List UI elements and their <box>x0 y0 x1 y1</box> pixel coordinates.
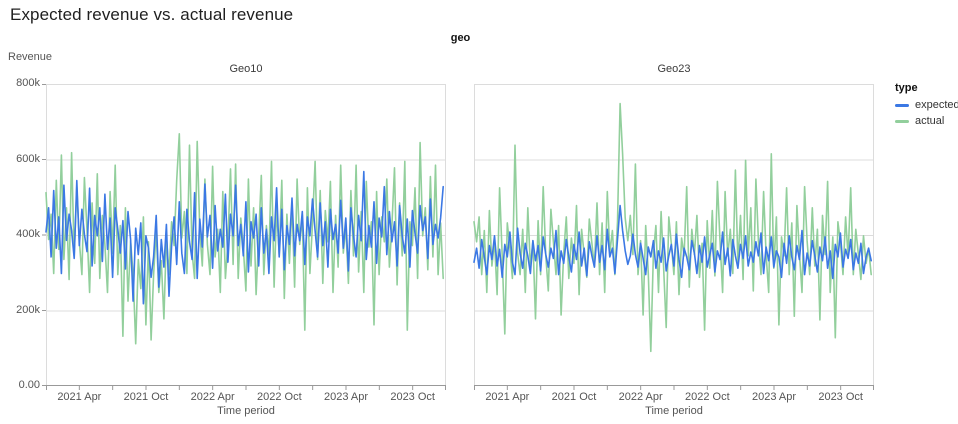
chart-title: Expected revenue vs. actual revenue <box>10 5 294 24</box>
x-tick-label: 2022 Oct <box>257 391 302 403</box>
y-tick-label: 200k <box>16 303 40 316</box>
x-axis-title-geo10: Time period <box>217 405 275 417</box>
y-axis-title: Revenue <box>8 51 53 63</box>
x-tick-label: 2021 Oct <box>551 391 597 403</box>
y-tick-label: 400k <box>16 228 40 240</box>
y-tick-label: 600k <box>16 152 40 165</box>
y-axis-tick-labels: 800k 600k 400k 200k 0.00 <box>0 77 40 391</box>
x-tick-label: 2021 Oct <box>123 391 169 403</box>
legend-label-expected: expected <box>915 99 958 111</box>
facet-header-label: geo <box>450 32 471 44</box>
legend: type expected actual <box>895 82 958 131</box>
x-tick-label: 2021 Apr <box>57 391 102 403</box>
y-tick-label: 0.00 <box>18 379 40 391</box>
panel-title-geo23: Geo23 <box>657 63 691 75</box>
line-chart-panel-geo10 <box>42 84 446 390</box>
x-axis-title-geo23: Time period <box>645 405 703 417</box>
expected-line-swatch-icon <box>895 103 909 107</box>
x-tick-label: 2022 Apr <box>190 391 235 403</box>
panel-title-geo10: Geo10 <box>229 63 263 75</box>
x-axis-tick-labels-geo10: 2021 Apr 2021 Oct 2022 Apr 2022 Oct 2023 Apr… <box>46 391 446 404</box>
x-tick-label: 2022 Oct <box>685 391 730 403</box>
x-tick-label: 2023 Oct <box>390 391 435 403</box>
actual-line-swatch-icon <box>895 119 909 123</box>
x-tick-label: 2023 Apr <box>751 391 797 403</box>
legend-item-actual: actual <box>895 115 957 127</box>
x-tick-label: 2022 Apr <box>618 391 663 403</box>
x-tick-label: 2021 Apr <box>485 391 530 403</box>
line-chart-panel-geo23 <box>473 84 874 390</box>
legend-item-expected: expected <box>895 99 958 111</box>
legend-label-actual: actual <box>915 115 945 127</box>
x-tick-label: 2023 Oct <box>818 391 863 403</box>
x-tick-label: 2023 Apr <box>323 391 369 403</box>
legend-title: type <box>895 82 918 94</box>
x-axis-tick-labels-geo23: 2021 Apr 2021 Oct 2022 Apr 2022 Oct 2023 Apr… <box>474 391 874 404</box>
y-tick-label: 800k <box>16 77 40 89</box>
